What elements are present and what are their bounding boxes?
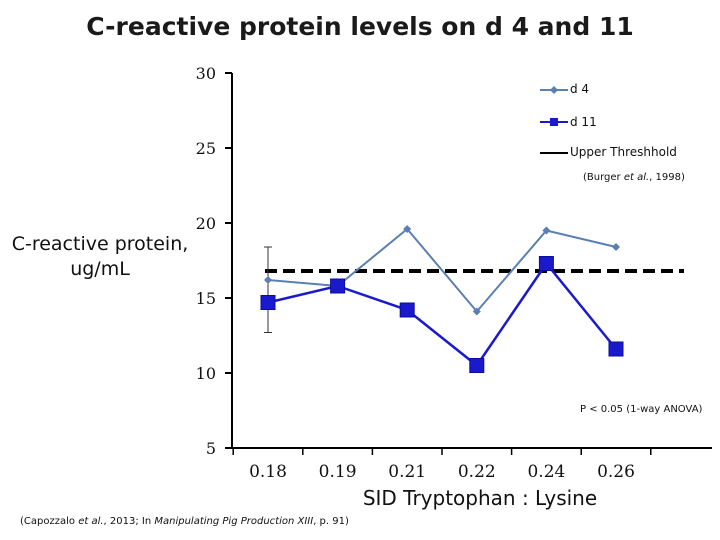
series-d4-point-0.21	[403, 225, 412, 233]
x-tick-label-0.22: 0.22	[458, 462, 496, 482]
y-tick-label-15: 15	[196, 289, 216, 308]
x-tick-label-0.21: 0.21	[388, 462, 426, 482]
series-d4-point-0.22	[472, 307, 481, 316]
p-value-note: P < 0.05 (1-way ANOVA)	[580, 404, 703, 415]
footer-citation: (Capozzalo et al., 2013; In Manipulating…	[20, 516, 349, 527]
footer-prefix: (Capozzalo	[20, 516, 79, 527]
series-d11-point-0.24	[538, 256, 554, 271]
legend-citation: (Burger et al., 1998)	[583, 172, 685, 183]
series-line-d4	[267, 227, 617, 314]
series-d11-point-0.21	[399, 302, 415, 318]
chart-title: C-reactive protein levels on d 4 and 11	[86, 12, 634, 41]
y-tick-label-30: 30	[196, 64, 216, 83]
x-axis-label: SID Tryptophan : Lysine	[362, 486, 598, 510]
y-tick-label-10: 10	[196, 364, 216, 383]
legend-citation-italic: et al.	[623, 172, 650, 183]
y-tick-label-25: 25	[196, 139, 216, 158]
x-tick-label-0.19: 0.19	[319, 462, 357, 482]
y-axis-label-line2: ug/mL	[70, 258, 130, 280]
legend-d4-label: d 4	[570, 82, 590, 96]
series-d11-point-0.22	[469, 358, 485, 373]
legend-citation-prefix: (Burger	[583, 172, 624, 183]
legend-d4-marker	[550, 86, 558, 94]
y-axis-label: C-reactive protein, ug/mL	[0, 232, 200, 282]
footer-italic-book: Manipulating Pig Production XIII	[154, 516, 314, 527]
x-tick-label-0.24: 0.24	[527, 462, 565, 482]
x-tick-label-0.18: 0.18	[249, 462, 287, 482]
series-d11-point-0.19	[330, 278, 346, 294]
footer-italic-etal: et al.	[78, 516, 104, 527]
series-d11-point-0.18	[260, 295, 276, 310]
series-line-d11	[267, 261, 617, 368]
legend-threshold-label: Upper Threshhold	[570, 145, 677, 159]
x-tick-label-0.26: 0.26	[597, 462, 635, 482]
y-axis-label-line1: C-reactive protein,	[11, 233, 189, 255]
y-tick-label-5: 5	[206, 439, 216, 458]
footer-suffix: , p. 91)	[313, 516, 349, 527]
series-d4-point-0.24	[542, 226, 551, 235]
series-d11-point-0.26	[608, 341, 624, 357]
y-tick-label-20: 20	[196, 214, 216, 233]
footer-middle: , 2013; In	[103, 516, 155, 527]
series-d4-point-0.26	[612, 243, 620, 251]
legend-d11-label: d 11	[570, 115, 597, 129]
legend-d11-marker	[550, 118, 558, 126]
legend-citation-suffix: , 1998)	[649, 172, 685, 183]
series-d4-point-0.18	[264, 276, 272, 284]
